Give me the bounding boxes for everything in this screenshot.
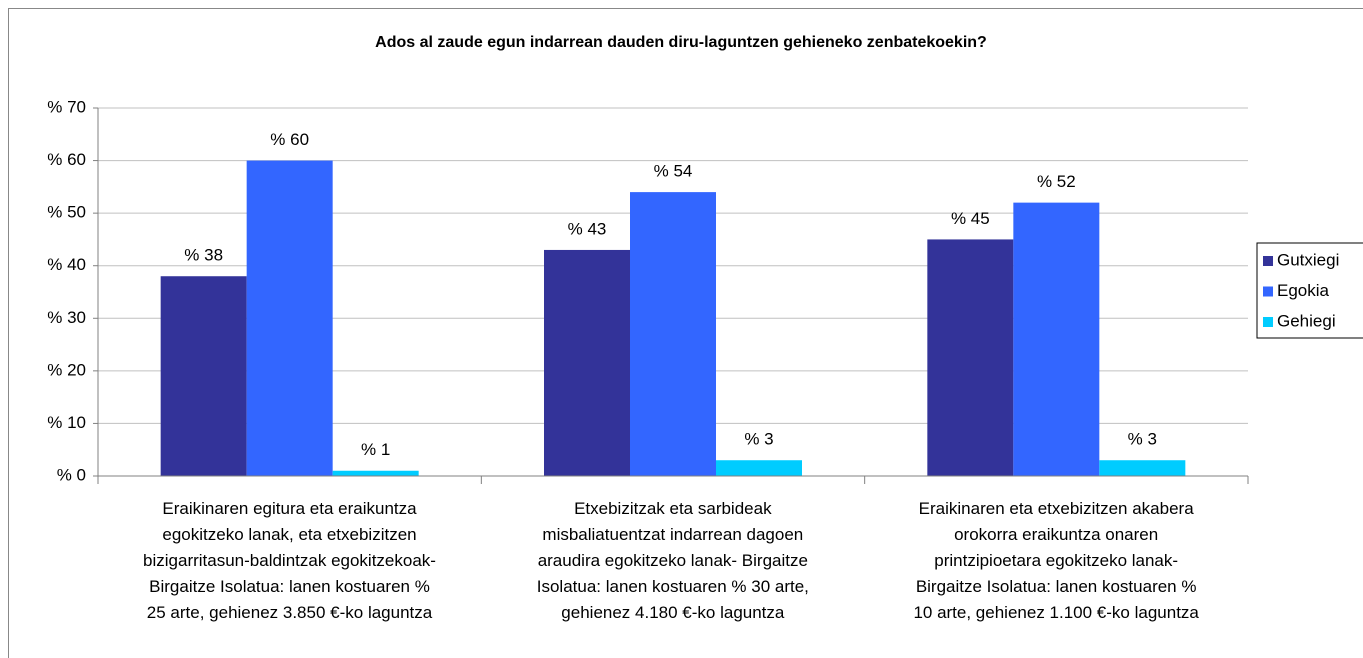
y-tick-label: % 30 bbox=[47, 308, 86, 327]
data-label: % 38 bbox=[184, 246, 223, 265]
bar bbox=[160, 276, 247, 476]
bar bbox=[630, 192, 716, 476]
legend-box bbox=[1256, 242, 1363, 339]
data-label: % 1 bbox=[361, 440, 390, 459]
x-tick-label: Eraikinaren eta etxebizitzen akabera oro… bbox=[913, 499, 1199, 622]
legend-label: Gehiegi bbox=[1277, 311, 1336, 330]
x-tick-label: Etxebizitzak eta sarbideak misbaliatuent… bbox=[536, 499, 809, 622]
data-label: % 3 bbox=[1128, 430, 1157, 449]
chart-title: Ados al zaude egun indarrean dauden diru… bbox=[375, 34, 987, 51]
data-label: % 43 bbox=[568, 219, 607, 238]
bar bbox=[1099, 460, 1186, 476]
legend-swatch bbox=[1263, 317, 1273, 327]
y-tick-label: % 20 bbox=[47, 360, 86, 379]
y-tick-label: % 60 bbox=[47, 150, 86, 169]
legend-swatch bbox=[1263, 286, 1273, 297]
bar bbox=[544, 249, 630, 476]
data-label: % 3 bbox=[744, 430, 773, 449]
data-label: % 60 bbox=[270, 130, 309, 149]
y-tick-label: % 40 bbox=[47, 255, 86, 274]
legend-label: Gutxiegi bbox=[1277, 250, 1339, 269]
bar bbox=[716, 460, 802, 476]
legend-label: Egokia bbox=[1277, 281, 1330, 300]
x-tick-label: Eraikinaren egitura eta eraikuntza egoki… bbox=[143, 499, 436, 622]
y-tick-label: % 70 bbox=[47, 97, 86, 116]
legend-swatch bbox=[1263, 256, 1273, 266]
bar bbox=[1013, 202, 1100, 476]
data-label: % 52 bbox=[1037, 172, 1076, 191]
data-label: % 45 bbox=[951, 209, 990, 228]
bar bbox=[927, 239, 1014, 476]
bar bbox=[246, 160, 333, 477]
y-tick-label: % 50 bbox=[47, 203, 86, 222]
bar bbox=[332, 470, 419, 476]
data-label: % 54 bbox=[654, 162, 693, 181]
y-tick-label: % 10 bbox=[47, 413, 86, 432]
y-tick-label: % 0 bbox=[57, 465, 86, 484]
